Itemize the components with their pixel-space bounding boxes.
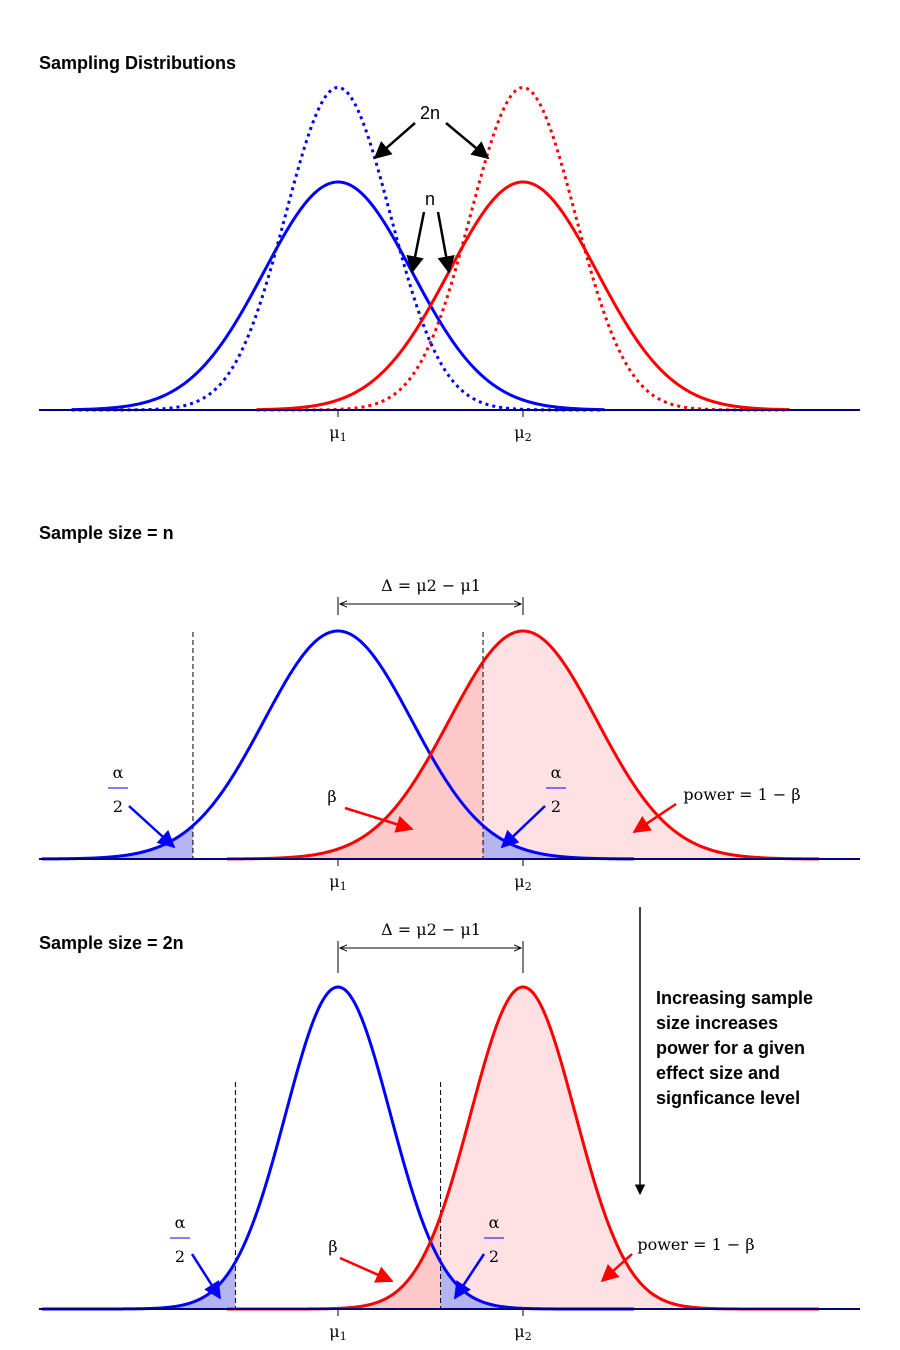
arrow-n-red [436, 211, 455, 274]
panel-sample-size-2n: Sample size = 2n μ1 μ2 Δ = μ2 − μ1 α 2 α … [39, 920, 860, 1343]
panel1-ticks: μ1 μ2 [329, 410, 532, 444]
panel2-power-arrow [632, 802, 677, 834]
note-line-2: size increases [656, 1013, 778, 1033]
panel3-beta-label: β [328, 1237, 337, 1256]
panel2-delta-label: Δ = μ2 − μ1 [381, 576, 481, 595]
arrow-2n-blue [373, 122, 416, 160]
panel3-delta-label: Δ = μ2 − μ1 [381, 920, 481, 939]
panel3-fills [42, 987, 819, 1309]
panel2-alpha-left-arrow [128, 805, 176, 849]
note-line-3: power for a given [656, 1038, 805, 1058]
beta-area [42, 661, 484, 859]
note-line-5: signficance level [656, 1088, 800, 1108]
panel3-power-label: power = 1 − β [637, 1235, 754, 1254]
red-solid-curve [256, 180, 790, 412]
blue-solid-curve [71, 180, 605, 412]
note-line-1: Increasing sample [656, 988, 813, 1008]
panel3-alpha-left: α 2 [170, 1213, 190, 1266]
alpha-symbol: α [113, 763, 124, 782]
alpha-denominator: 2 [175, 1247, 185, 1266]
panel2-alpha-right: α 2 [546, 763, 566, 816]
panel-sample-size-n: Sample size = n μ1 μ2 Δ = μ2 − μ1 α 2 α 2… [39, 523, 860, 893]
panel1-curves [71, 86, 790, 412]
panel2-alpha-right-arrow [500, 805, 546, 849]
alpha-right-area [483, 825, 819, 859]
red-dotted-curve [256, 86, 790, 412]
x-tick-label: μ1 [329, 872, 346, 893]
x-tick-label: μ1 [329, 423, 346, 444]
alpha-denominator: 2 [551, 797, 561, 816]
panel3-alpha-right-arrow [453, 1253, 486, 1300]
panel2-power-label: power = 1 − β [683, 785, 800, 804]
power-area [483, 631, 819, 859]
alpha-left-area [42, 1261, 236, 1309]
alpha-symbol: α [489, 1213, 500, 1232]
panel2-beta-label: β [327, 787, 336, 806]
alpha-symbol: α [551, 763, 562, 782]
panel2-curves [42, 629, 819, 861]
alpha-right-area [440, 1261, 819, 1309]
panel3-critical-lines [234, 1082, 442, 1309]
panel2-fills [42, 631, 819, 859]
beta-area [42, 1215, 441, 1309]
panel3-alpha-right: α 2 [484, 1213, 504, 1266]
x-tick-label: μ2 [514, 423, 531, 444]
label-2n: 2n [420, 103, 440, 123]
panel2-alpha-left: α 2 [108, 763, 128, 816]
label-n: n [425, 189, 435, 209]
arrow-n-blue [406, 211, 426, 274]
alternative-distribution-curve [227, 629, 819, 861]
x-tick-label: μ1 [329, 1322, 346, 1343]
panel1-title: Sampling Distributions [39, 53, 236, 73]
x-tick-label: μ2 [514, 872, 531, 893]
power-area [440, 987, 819, 1309]
alpha-left-area [42, 825, 193, 859]
panel3-alpha-left-arrow [190, 1253, 222, 1300]
panel2-ticks: μ1 μ2 [329, 859, 532, 893]
panel2-title: Sample size = n [39, 523, 174, 543]
panel2-critical-lines [192, 632, 484, 859]
alpha-denominator: 2 [489, 1247, 499, 1266]
panel3-ticks: μ1 μ2 [329, 1309, 532, 1343]
note-text: Increasing sample size increases power f… [656, 988, 813, 1108]
panel-sampling-distributions: Sampling Distributions μ1 μ2 2n n [39, 53, 860, 444]
panel3-beta-arrow [339, 1256, 394, 1283]
panel3-power-arrow [600, 1253, 633, 1283]
null-distribution-curve [42, 629, 634, 861]
panel3-title: Sample size = 2n [39, 933, 184, 953]
alpha-symbol: α [175, 1213, 186, 1232]
panel2-beta-arrow [344, 806, 414, 833]
blue-dotted-curve [71, 86, 605, 412]
arrow-2n-red [445, 122, 490, 160]
x-tick-label: μ2 [514, 1322, 531, 1343]
note-line-4: effect size and [656, 1063, 780, 1083]
alpha-denominator: 2 [113, 797, 123, 816]
